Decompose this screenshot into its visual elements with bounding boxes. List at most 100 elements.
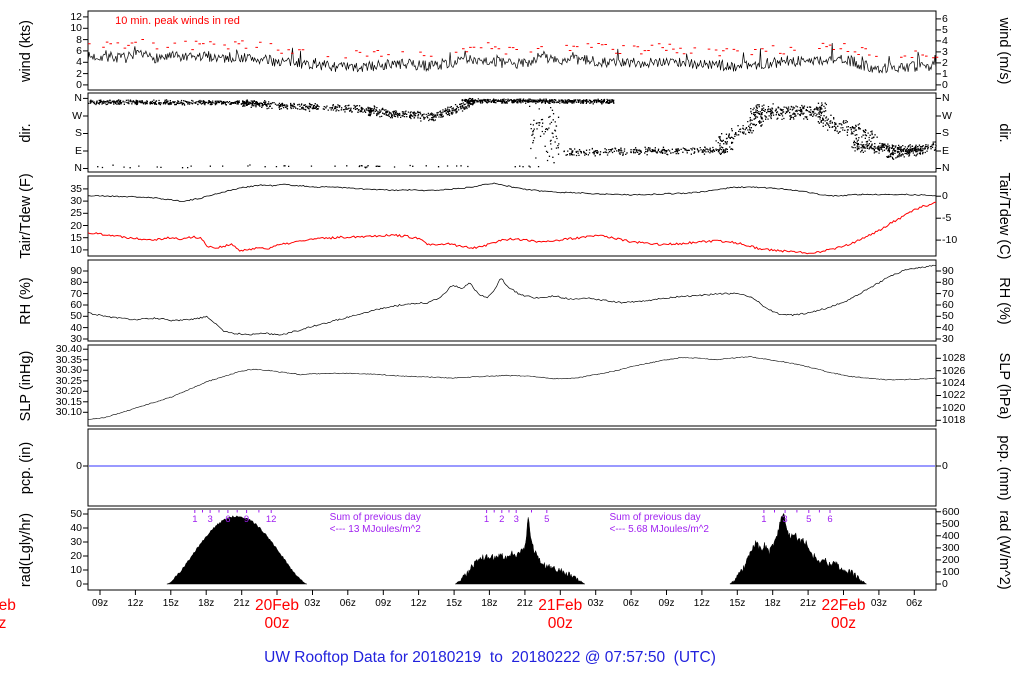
rad-sum-note-line2: <--- 5.68 MJoules/m^2 bbox=[609, 524, 709, 535]
series-tair-f bbox=[88, 182, 937, 202]
rh-right-tick-label: 50 bbox=[942, 310, 954, 323]
slp-left-tick-label: 30.20 bbox=[55, 385, 82, 398]
x-tick-label: 12z bbox=[127, 598, 144, 609]
pcp-left-tick-label: 0 bbox=[76, 459, 82, 472]
x-tick-label: 21z bbox=[800, 598, 817, 609]
x-tick-label: 15z bbox=[729, 598, 746, 609]
x-day-label: 21Feb bbox=[538, 597, 583, 614]
dir-right-tick-label: E bbox=[942, 144, 950, 157]
slp-right-tick-label: 1018 bbox=[942, 414, 966, 427]
series-wind-direction-deg bbox=[88, 97, 937, 169]
tair-left-tick-label: 30 bbox=[70, 195, 82, 208]
rad-left-tick-label: 0 bbox=[76, 577, 82, 590]
rad-panel-border bbox=[87, 508, 937, 591]
rh-panel-border bbox=[87, 259, 937, 342]
x-day-label: 20Feb bbox=[255, 597, 299, 614]
rh-left-tick-label: 70 bbox=[70, 287, 82, 300]
wind-left-tick-label: 4 bbox=[76, 56, 82, 69]
wind-right-tick-label: 5 bbox=[942, 23, 948, 36]
x-tick-label: 12z bbox=[410, 598, 427, 609]
wind-annotation: 10 min. peak winds in red bbox=[115, 15, 240, 27]
x-tick-label: 06z bbox=[622, 598, 640, 609]
series-slp-inhg bbox=[87, 356, 937, 420]
slp-panel-border bbox=[87, 344, 937, 427]
rh-right-tick-label: 30 bbox=[942, 332, 954, 345]
x-tick-label: 21z bbox=[233, 598, 250, 609]
x-tick-label: 15z bbox=[162, 598, 179, 609]
x-day-label-00z: 00z bbox=[0, 615, 7, 632]
rad-mj-hour-mark: 6 bbox=[225, 514, 231, 525]
rad-mj-hour-mark: 9 bbox=[243, 514, 250, 525]
rad-sum-note-line2: <--- 13 MJoules/m^2 bbox=[329, 524, 421, 535]
x-tick-label: 18z bbox=[481, 598, 498, 609]
tair-left-tick-label: 25 bbox=[70, 207, 82, 220]
rh-left-tick-label: 90 bbox=[70, 264, 82, 277]
rad-right-tick-label: 0 bbox=[942, 577, 948, 590]
slp-left-tick-label: 30.15 bbox=[55, 395, 82, 408]
dir-left-tick-label: W bbox=[72, 109, 82, 122]
tair-right-tick-label: 0 bbox=[942, 190, 948, 203]
wind-left-tick-label: 10 bbox=[70, 22, 82, 35]
rad-right-tick-label: 200 bbox=[942, 553, 960, 566]
series-solar-rad-day1 bbox=[166, 515, 307, 585]
rad-mj-hour-mark: 5 bbox=[806, 514, 812, 525]
rh-right-tick-label: 80 bbox=[942, 276, 954, 289]
rad-sum-note-line1: Sum of previous day bbox=[609, 512, 701, 523]
x-tick-label: 18z bbox=[198, 598, 215, 609]
wind-left-tick-label: 2 bbox=[76, 67, 82, 80]
rad-left-tick-label: 20 bbox=[70, 550, 82, 562]
slp-left-tick-label: 30.35 bbox=[55, 353, 82, 366]
tair-right-tick-label: -5 bbox=[942, 212, 952, 225]
x-tick-label: 09z bbox=[91, 598, 109, 609]
rad-mj-hour-mark: 1 bbox=[761, 514, 767, 525]
wind-right-tick-label: 0 bbox=[942, 78, 948, 91]
series-wind-speed-kts bbox=[87, 42, 937, 74]
rad-mj-hour-mark: 1 bbox=[483, 514, 490, 525]
wind-right-tick-label: 3 bbox=[942, 45, 948, 58]
tair-panel-border bbox=[87, 175, 937, 257]
rad-mj-hour-mark: 1 bbox=[192, 514, 198, 525]
rad-left-tick-label: 30 bbox=[70, 536, 82, 548]
slp-left-tick-label: 30.25 bbox=[55, 374, 82, 387]
rh-left-tick-label: 30 bbox=[70, 332, 82, 345]
wind-left-tick-label: 6 bbox=[76, 44, 82, 57]
dir-right-tick-label: N bbox=[942, 92, 950, 105]
rad-sum-note-line1: Sum of previous day bbox=[329, 512, 421, 523]
slp-right-tick-label: 1026 bbox=[942, 364, 966, 377]
rad-mj-hour-mark: 5 bbox=[544, 514, 550, 525]
series-tdew-f bbox=[87, 201, 937, 255]
rad-mj-hour-mark: 3 bbox=[513, 514, 519, 525]
slp-left-tick-label: 30.30 bbox=[55, 364, 82, 377]
rh-left-tick-label: 80 bbox=[70, 276, 82, 289]
x-tick-label: 12z bbox=[693, 598, 710, 609]
rh-right-tick-label: 70 bbox=[942, 287, 954, 300]
slp-left-tick-label: 30.10 bbox=[55, 406, 82, 419]
rh-right-tick-label: 60 bbox=[942, 298, 954, 311]
wind-left-tick-label: 0 bbox=[76, 78, 82, 91]
slp-right-tick-label: 1028 bbox=[942, 352, 966, 365]
x-tick-label: 06z bbox=[906, 598, 923, 609]
x-tick-label: 18z bbox=[764, 598, 781, 609]
dir-right-tick-label: N bbox=[942, 162, 950, 175]
wind-right-tick-label: 1 bbox=[942, 67, 948, 80]
x-tick-label: 09z bbox=[658, 598, 675, 609]
tair-left-tick-label: 10 bbox=[70, 243, 82, 256]
chart-title: UW Rooftop Data for 20180219 to 20180222… bbox=[264, 649, 716, 666]
x-tick-label: 21z bbox=[516, 598, 533, 609]
x-tick-label: 09z bbox=[375, 598, 392, 609]
rad-right-tick-label: 600 bbox=[942, 505, 960, 518]
tair-left-tick-label: 20 bbox=[70, 219, 82, 232]
pcp-right-tick-label: 0 bbox=[942, 459, 948, 472]
rad-left-tick-label: 40 bbox=[70, 522, 82, 535]
rad-right-tick-label: 500 bbox=[942, 517, 960, 530]
rh-right-tick-label: 40 bbox=[942, 321, 954, 334]
rad-mj-hour-mark: 6 bbox=[827, 514, 833, 525]
x-day-label: 19Feb bbox=[0, 597, 16, 614]
rad-right-tick-label: 400 bbox=[942, 529, 960, 542]
wind-left-tick-label: 12 bbox=[70, 10, 82, 23]
wind-left-tick-label: 8 bbox=[76, 33, 82, 46]
rad-right-tick-label: 100 bbox=[942, 565, 960, 578]
pcp-panel-border bbox=[87, 428, 937, 507]
x-tick-label: 03z bbox=[587, 598, 604, 609]
